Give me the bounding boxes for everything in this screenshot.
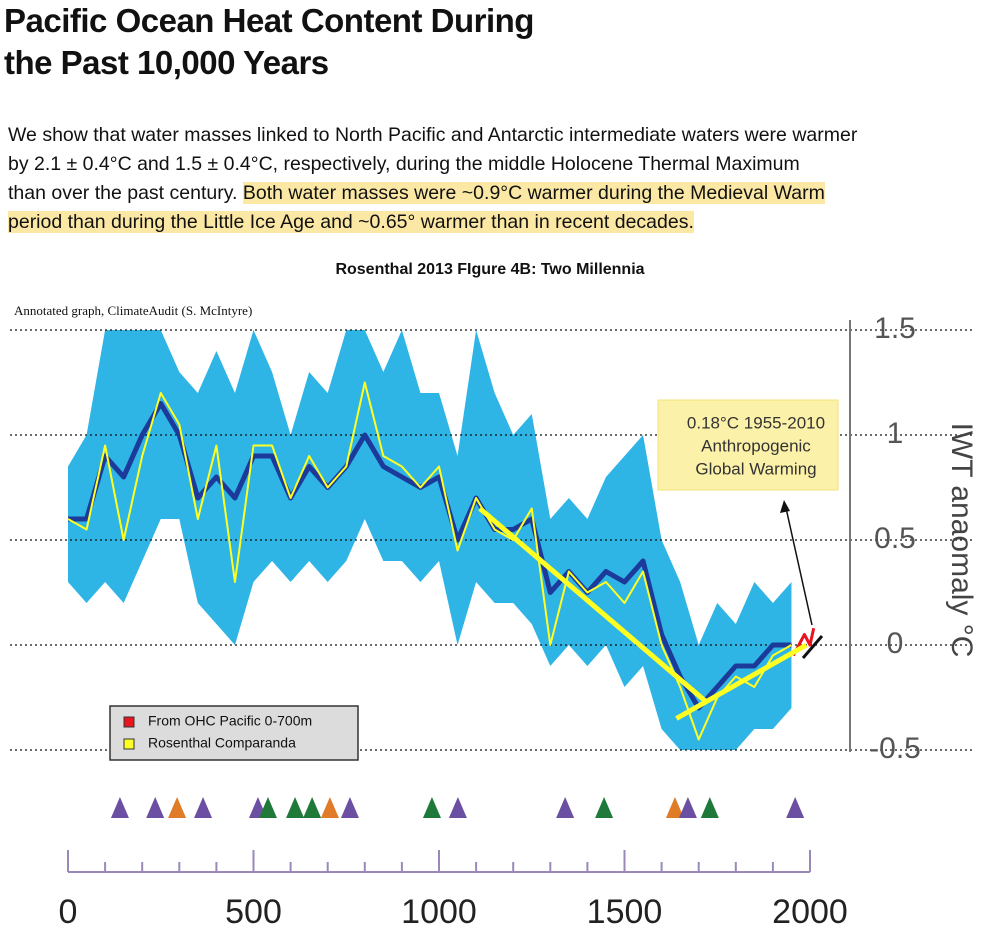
core-marker: [258, 797, 277, 818]
core-marker: [422, 797, 441, 818]
legend-swatch: [123, 716, 135, 728]
heading: Pacific Ocean Heat Content During: [4, 2, 534, 39]
paragraph-line: than over the past century. Both water m…: [8, 182, 825, 205]
core-marker: [168, 797, 187, 818]
core-marker: [320, 797, 339, 818]
core-marker: [786, 797, 805, 818]
core-marker: [556, 797, 575, 818]
callout-box: [657, 399, 839, 491]
core-marker: [146, 797, 165, 818]
series-line: [67, 381, 792, 741]
highlight: period than during the Little Ice Age an…: [8, 211, 694, 233]
y-tick-label: 1.5: [874, 312, 916, 345]
legend-swatch: [123, 738, 135, 750]
y-axis-label: IWT anaomaly °C: [945, 423, 978, 658]
paragraph-line: period than during the Little Ice Age an…: [8, 211, 694, 234]
core-marker: [110, 797, 129, 818]
text: than over the past century.: [8, 182, 238, 204]
paragraph-line: by 2.1 ± 0.4°C and 1.5 ± 0.4°C, respecti…: [8, 153, 800, 175]
legend-label: Rosenthal Comparanda: [148, 735, 296, 751]
annotation: Annotated graph, ClimateAudit (S. McInty…: [14, 303, 252, 318]
core-marker: [700, 797, 719, 818]
y-tick-label: 0.5: [874, 522, 916, 555]
y-tick-label: -0.5: [869, 732, 921, 765]
series-line: [478, 506, 708, 704]
core-marker: [340, 797, 359, 818]
core-marker: [194, 797, 213, 818]
x-tick-label: 2000: [772, 893, 848, 931]
y-tick-label: 1: [887, 417, 904, 450]
highlight: Both water masses were ~0.9°C warmer dur…: [242, 182, 825, 204]
core-marker: [448, 797, 467, 818]
x-tick-label: 1000: [401, 893, 477, 931]
arrow-head: [780, 500, 790, 513]
callout-text: Anthropogenic: [701, 436, 811, 455]
callout-text: Global Warming: [695, 459, 816, 478]
x-tick-label: 1500: [587, 893, 663, 931]
core-marker: [286, 797, 305, 818]
series-line: [68, 401, 792, 711]
x-tick-label: 0: [59, 893, 78, 931]
core-marker: [665, 797, 684, 818]
heading: the Past 10,000 Years: [4, 44, 329, 81]
core-marker: [303, 797, 322, 818]
core-marker: [678, 797, 697, 818]
core-marker: [595, 797, 614, 818]
plot: 1.5 1 0.5 0 -0.5 IWT anaomaly °C 0.18°C 1955-2…: [10, 312, 978, 931]
chart-title: Rosenthal 2013 FIgure 4B: Two Millennia: [335, 261, 644, 278]
series-line: [675, 642, 808, 721]
y-tick-label: 0: [887, 627, 904, 660]
paragraph-line: We show that water masses linked to Nort…: [8, 124, 858, 146]
legend-label: From OHC Pacific 0-700m: [148, 713, 312, 729]
legend-box: [109, 705, 359, 761]
black-segment: [801, 635, 824, 659]
callout-text: 0.18°C 1955-2010: [687, 413, 825, 432]
x-tick-label: 500: [225, 893, 282, 931]
callout-arrow: [785, 507, 813, 626]
